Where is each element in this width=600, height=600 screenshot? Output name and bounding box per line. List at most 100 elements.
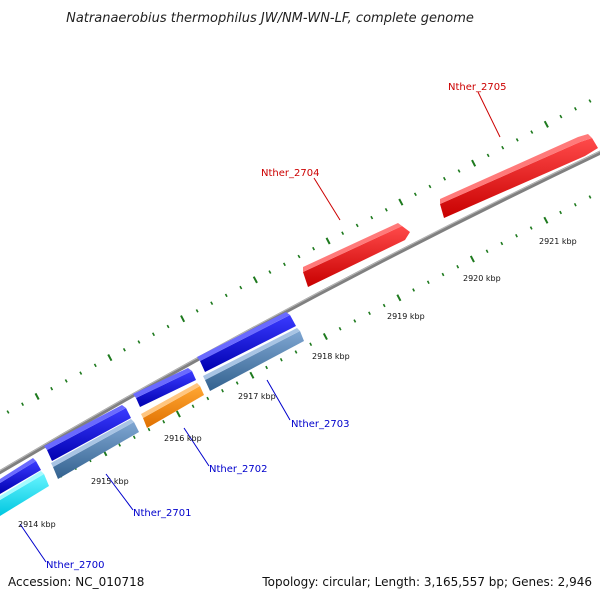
- tick-mark: [279, 357, 283, 362]
- tick-mark: [412, 288, 416, 292]
- tick-mark: [268, 270, 272, 274]
- gene-steel-a[interactable]: [203, 328, 304, 391]
- gene-blue-d[interactable]: [0, 458, 41, 494]
- tick-mark: [543, 216, 549, 224]
- kbp-label-2921: 2921 kbp: [539, 237, 577, 246]
- tick-mark: [282, 262, 286, 267]
- tick-mark: [530, 130, 534, 134]
- tick-mark: [338, 326, 342, 331]
- tick-mark: [221, 388, 224, 393]
- tick-mark: [485, 249, 489, 254]
- tick-mark: [486, 153, 490, 158]
- topology-summary: Topology: circular; Length: 3,165,557 bp…: [261, 575, 592, 589]
- genome-backbone-highlight: [0, 150, 600, 472]
- tick-mark: [368, 311, 371, 316]
- gene-label-nther-2703[interactable]: Nther_2703: [291, 419, 349, 430]
- tick-mark: [206, 396, 210, 401]
- tick-mark: [398, 198, 404, 206]
- tick-mark: [588, 99, 592, 103]
- tick-mark: [471, 159, 477, 167]
- tick-mark: [132, 435, 136, 440]
- tick-mark: [166, 324, 170, 329]
- tick-mark: [175, 410, 181, 418]
- tick-mark: [64, 379, 68, 383]
- kbp-label-2919: 2919 kbp: [387, 312, 425, 321]
- map-title: Natranaerobius thermophilus JW/NM-WN-LF,…: [66, 11, 474, 26]
- tick-mark: [341, 231, 345, 235]
- tick-mark: [396, 294, 402, 302]
- tick-mark: [384, 208, 388, 212]
- tick-mark: [79, 371, 83, 375]
- tick-mark: [210, 301, 214, 305]
- tick-mark: [249, 371, 255, 379]
- tick-mark: [235, 381, 239, 385]
- tick-mark: [297, 254, 301, 259]
- kbp-label-2915: 2915 kbp: [91, 477, 129, 486]
- tick-mark: [588, 195, 592, 199]
- tick-mark: [294, 350, 298, 354]
- tick-mark: [500, 241, 504, 246]
- gene-nther-2704[interactable]: [303, 223, 410, 287]
- gene-steel-b[interactable]: [51, 419, 139, 479]
- tick-mark: [195, 309, 199, 313]
- tick-mark: [456, 264, 460, 269]
- tick-mark: [573, 202, 577, 207]
- gene-label-nther-2702[interactable]: Nther_2702: [209, 464, 267, 475]
- tick-mark: [426, 280, 430, 285]
- tick-mark: [6, 410, 10, 414]
- tick-mark: [34, 392, 40, 400]
- tick-mark: [122, 348, 126, 352]
- tick-mark: [573, 107, 577, 111]
- kbp-label-2918: 2918 kbp: [312, 352, 350, 361]
- tick-mark: [529, 226, 533, 230]
- tick-mark: [322, 332, 328, 341]
- tick-mark: [515, 233, 518, 238]
- tick-mark: [252, 276, 258, 284]
- label-leaders: [19, 91, 501, 563]
- gene-label-nther-2704[interactable]: Nther_2704: [261, 168, 319, 179]
- tick-mark: [137, 340, 141, 344]
- gene-label-nther-2705[interactable]: Nther_2705: [448, 82, 506, 93]
- genome-backbone: [0, 150, 600, 475]
- gene-label-nther-2700[interactable]: Nther_2700: [46, 560, 104, 571]
- tick-mark: [543, 120, 549, 128]
- tick-mark: [224, 293, 228, 298]
- tick-mark: [382, 303, 386, 308]
- kbp-label-2916: 2916 kbp: [164, 434, 202, 443]
- tick-mark: [515, 138, 519, 142]
- gene-orange-nther-2702[interactable]: [141, 383, 204, 428]
- tick-mark: [147, 427, 151, 432]
- gene-blue-c[interactable]: [44, 405, 131, 461]
- inner-tick-track: [0, 195, 592, 509]
- tick-mark: [118, 443, 122, 447]
- tick-mark: [93, 363, 97, 368]
- tick-mark: [265, 365, 269, 370]
- gene-label-nther-2701[interactable]: Nther_2701: [133, 508, 191, 519]
- tick-mark: [370, 215, 374, 220]
- tick-mark: [559, 114, 563, 119]
- kbp-label-2914: 2914 kbp: [18, 520, 56, 529]
- gene-blue-a[interactable]: [197, 312, 296, 372]
- tick-mark: [441, 272, 445, 277]
- tick-mark: [353, 319, 357, 323]
- tick-mark: [457, 169, 461, 173]
- tick-mark: [413, 192, 417, 197]
- tick-mark: [21, 402, 25, 406]
- gene-blue-b[interactable]: [133, 368, 196, 407]
- gene-nther-2705[interactable]: [440, 134, 598, 218]
- tick-mark: [151, 332, 156, 337]
- tick-mark: [162, 419, 166, 424]
- tick-mark: [50, 386, 54, 391]
- tick-mark: [309, 342, 313, 347]
- tick-mark: [428, 184, 432, 189]
- gene-cyan-nther-2700[interactable]: [0, 471, 49, 516]
- tick-mark: [191, 404, 195, 409]
- tick-mark: [442, 176, 447, 181]
- tick-mark: [501, 145, 505, 150]
- accession-text: Accession: NC_010718: [8, 575, 144, 589]
- tick-mark: [107, 354, 113, 362]
- tick-mark: [469, 255, 475, 263]
- outer-tick-track: [6, 99, 592, 414]
- tick-mark: [325, 237, 331, 245]
